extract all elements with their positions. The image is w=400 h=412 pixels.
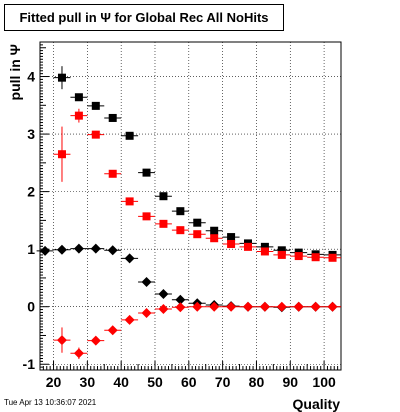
- data-point-square: [260, 247, 269, 256]
- x-tick-label: 80: [249, 374, 265, 390]
- data-point-square: [57, 73, 66, 82]
- data-point-square: [193, 230, 202, 239]
- data-point-square: [277, 246, 286, 255]
- x-tick-label: 60: [181, 374, 197, 390]
- data-point-diamond: [158, 289, 169, 300]
- data-point-diamond: [226, 301, 237, 312]
- data-point-square: [176, 226, 185, 235]
- data-point-diamond: [56, 335, 67, 346]
- timestamp: Tue Apr 13 10:36:07 2021: [4, 398, 97, 407]
- plot-frame: [39, 41, 342, 371]
- data-point-diamond: [73, 243, 84, 254]
- data-point-square: [176, 207, 185, 216]
- data-point-square: [108, 113, 117, 122]
- plot-title-box: Fitted pull in Ψ for Global Rec All NoHi…: [4, 4, 284, 31]
- data-point-diamond: [276, 301, 287, 312]
- x-tick-label: 50: [147, 374, 163, 390]
- data-point-square: [294, 252, 303, 261]
- data-point-diamond: [327, 301, 338, 312]
- data-point-square: [193, 218, 202, 227]
- y-tick-label: 3: [27, 126, 35, 142]
- data-point-diamond: [107, 325, 118, 336]
- data-point-square: [125, 131, 134, 140]
- y-tick-label: 0: [27, 299, 35, 315]
- plot-title: Fitted pull in Ψ for Global Rec All NoHi…: [19, 10, 269, 25]
- data-point-square: [74, 111, 83, 120]
- data-point-square: [91, 130, 100, 139]
- data-point-square: [159, 219, 168, 228]
- data-point-diamond: [56, 244, 67, 255]
- data-point-square: [243, 242, 252, 251]
- x-tick-label: 90: [282, 374, 298, 390]
- data-point-diamond: [107, 245, 118, 256]
- x-tick-label: 20: [46, 374, 62, 390]
- data-point-square: [57, 150, 66, 159]
- data-point-square: [74, 93, 83, 102]
- x-tick-label: 100: [312, 374, 336, 390]
- data-point-diamond: [242, 301, 253, 312]
- data-point-diamond: [175, 302, 186, 313]
- data-point-square: [260, 242, 269, 251]
- data-point-square: [210, 226, 219, 235]
- data-point-square: [328, 253, 337, 262]
- data-point-square: [125, 197, 134, 206]
- x-tick-label: 30: [80, 374, 96, 390]
- x-tick-label: 40: [113, 374, 129, 390]
- data-point-square: [142, 168, 151, 177]
- y-tick-label: 1: [27, 241, 35, 257]
- data-point-square: [227, 233, 236, 242]
- data-point-diamond: [73, 348, 84, 359]
- data-point-diamond: [141, 276, 152, 287]
- data-point-diamond: [124, 314, 135, 325]
- data-point-diamond: [310, 301, 321, 312]
- data-point-diamond: [192, 301, 203, 312]
- data-point-square: [159, 192, 168, 201]
- data-point-diamond: [293, 301, 304, 312]
- y-tick-label: 4: [27, 69, 35, 85]
- data-point-square: [210, 234, 219, 243]
- data-point-square: [227, 239, 236, 248]
- data-point-diamond: [90, 243, 101, 254]
- data-point-diamond: [209, 301, 220, 312]
- data-point-diamond: [259, 301, 270, 312]
- data-point-diamond: [175, 294, 186, 305]
- data-point-square: [108, 169, 117, 178]
- data-point-square: [91, 101, 100, 110]
- data-point-square: [277, 250, 286, 259]
- x-tick-label: 70: [215, 374, 231, 390]
- y-tick-label: -1: [23, 356, 36, 372]
- y-axis-label: pull in Ψ: [7, 44, 23, 100]
- data-point-square: [142, 212, 151, 221]
- data-point-diamond: [141, 308, 152, 319]
- x-axis-label: Quality: [293, 396, 341, 412]
- data-point-diamond: [158, 304, 169, 315]
- y-tick-label: 2: [27, 184, 35, 200]
- data-point-diamond: [124, 253, 135, 264]
- data-point-diamond: [40, 245, 51, 256]
- data-point-diamond: [90, 335, 101, 346]
- data-point-square: [311, 253, 320, 262]
